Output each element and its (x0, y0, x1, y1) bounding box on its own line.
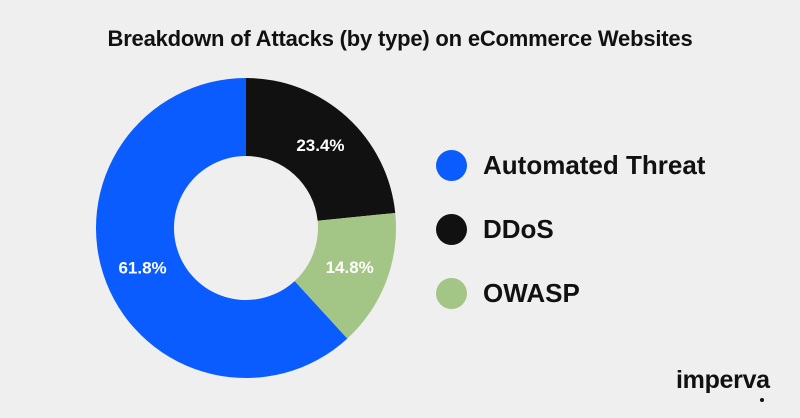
legend-swatch-automated-threat (436, 150, 467, 181)
legend-swatch-ddos (436, 214, 467, 245)
chart-title: Breakdown of Attacks (by type) on eComme… (107, 26, 693, 51)
chart-legend: Automated Threat DDoS OWASP (436, 143, 756, 335)
imperva-logo: imperva (676, 366, 770, 394)
slice-ddos (246, 78, 396, 221)
donut-slices (95, 78, 396, 378)
slice-automated-threat (95, 78, 348, 378)
value-label-ddos: 23.4% (296, 136, 344, 155)
legend-item-automated-threat: Automated Threat (436, 143, 756, 188)
slice-owasp (294, 212, 396, 339)
legend-label-automated-threat: Automated Threat (483, 150, 706, 180)
value-label-automated-threat: 61.8% (118, 259, 166, 278)
legend-item-ddos: DDoS (436, 207, 756, 252)
legend-label-owasp: OWASP (483, 278, 580, 308)
donut-value-labels: 23.4% 14.8% 61.8% (118, 136, 373, 278)
legend-item-owasp: OWASP (436, 271, 756, 316)
legend-label-ddos: DDoS (483, 214, 554, 244)
value-label-owasp: 14.8% (326, 258, 374, 277)
legend-swatch-owasp (436, 278, 467, 309)
logo-accent-dot (760, 398, 764, 402)
